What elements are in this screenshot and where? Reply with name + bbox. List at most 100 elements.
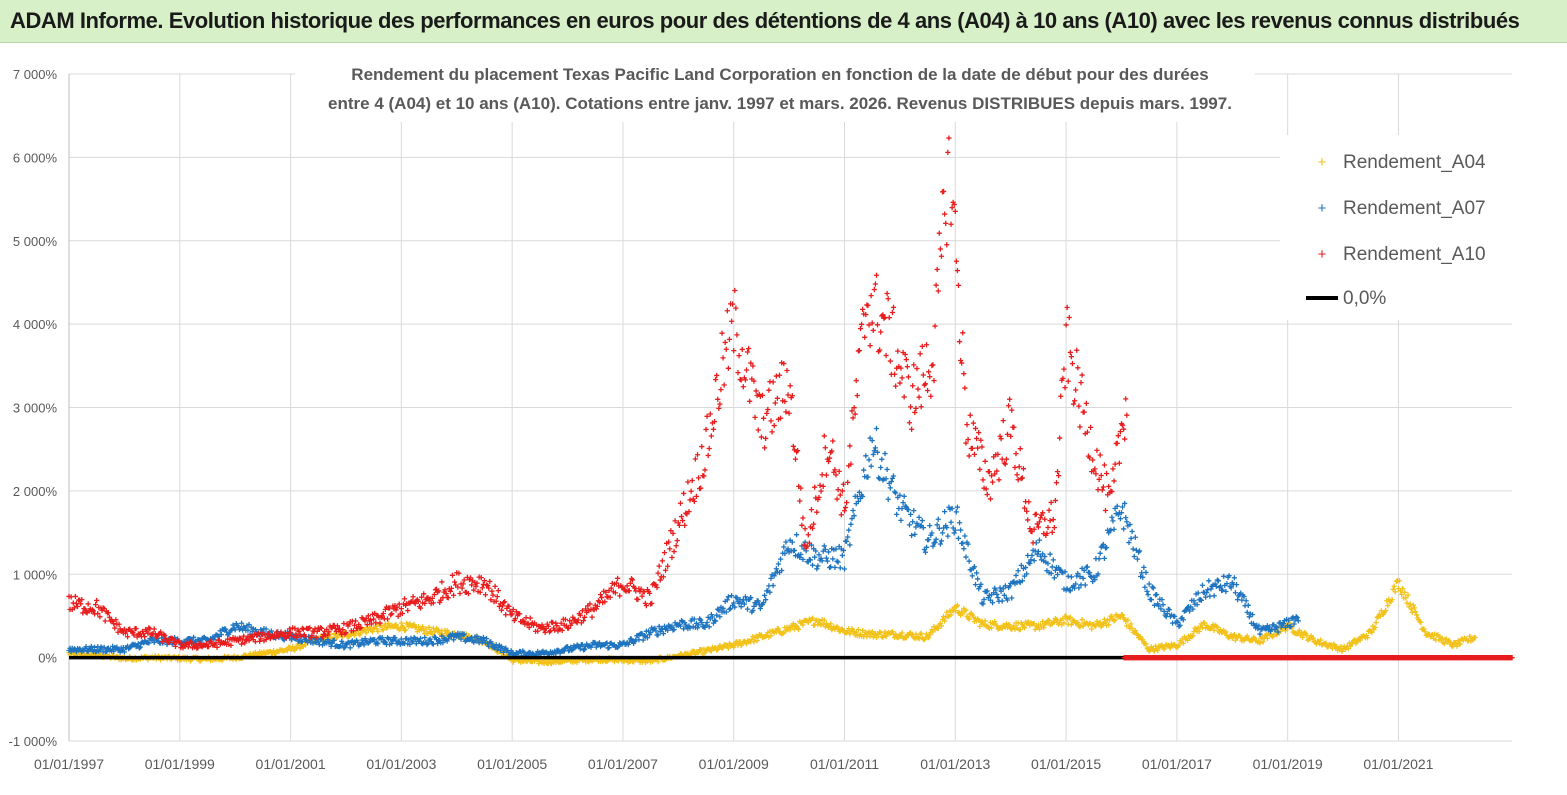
point-a10 [839,488,845,494]
point-a07 [1001,592,1007,598]
point-a10 [719,330,725,336]
point-a07 [1050,557,1056,563]
point-a04 [290,643,296,650]
point-a07 [1143,569,1149,576]
point-a04 [436,627,442,633]
point-a10 [804,543,810,549]
point-a10 [733,305,739,311]
point-a04 [1322,641,1328,647]
point-a10 [850,415,856,421]
point-a10 [71,605,77,611]
point-a10 [962,385,968,391]
point-a04 [883,633,889,640]
point-a04 [695,649,702,655]
point-a07 [777,556,784,562]
point-a10 [393,607,399,613]
point-a04 [1383,607,1389,614]
point-a10 [483,582,490,588]
point-a10 [965,436,971,443]
point-a04 [1089,626,1095,632]
point-a10 [151,626,157,632]
point-a10 [1124,412,1130,418]
point-a10 [94,597,100,604]
point-a10 [976,429,982,436]
series-rendement-a04 [66,578,1478,667]
point-a07 [1109,514,1115,520]
x-tick-label: 01/01/2009 [699,756,769,772]
point-a07 [1136,548,1143,554]
point-a07 [793,532,800,538]
point-a07 [962,533,968,539]
point-a10 [479,585,485,591]
point-a10 [931,378,937,384]
point-a10 [166,639,172,646]
point-a10 [1036,519,1043,525]
point-a10 [689,477,695,484]
point-a07 [953,509,959,515]
point-a10 [620,584,626,590]
point-a10 [686,508,692,515]
point-a07 [984,588,990,594]
point-a07 [1096,556,1102,562]
point-a04 [420,624,426,630]
point-a04 [1389,597,1395,603]
point-a07 [1042,553,1048,560]
point-a04 [1392,589,1398,595]
point-a10 [1056,473,1062,479]
point-a07 [299,638,305,645]
point-a10 [445,595,451,601]
point-a07 [1269,626,1275,632]
point-a07 [899,505,905,512]
point-a07 [1100,541,1106,548]
point-a04 [1439,635,1445,641]
point-a10 [492,583,498,589]
point-a10 [695,475,702,481]
point-a07 [944,524,950,531]
point-a07 [910,519,916,525]
point-a07 [1217,583,1224,589]
point-a07 [121,649,127,655]
point-a10 [1033,511,1039,517]
point-a10 [357,625,363,631]
point-a10 [707,411,713,417]
point-a07 [450,637,457,643]
point-a10 [599,594,605,601]
point-a10 [783,409,789,415]
point-a10 [292,625,298,631]
point-a07 [891,489,898,495]
point-a10 [657,577,663,583]
point-a10 [1112,461,1118,467]
point-a10 [928,393,934,399]
point-a07 [1183,607,1190,613]
point-a10 [675,520,681,526]
point-a10 [535,628,541,634]
point-a10 [910,383,916,389]
point-a10 [960,330,966,336]
point-a07 [875,475,882,481]
point-a07 [1197,596,1203,603]
point-a10 [394,604,400,610]
point-a10 [919,343,925,349]
point-a10 [343,630,349,636]
point-a04 [966,616,972,622]
point-a10 [817,482,823,488]
data-series [66,104,1515,667]
point-a04 [923,631,930,637]
point-a10 [951,201,957,208]
point-a10 [838,512,844,518]
point-a07 [440,639,446,646]
point-a10 [789,393,795,399]
point-a10 [1012,464,1018,471]
point-a04 [780,630,786,637]
point-a07 [980,601,986,607]
point-a04 [1449,643,1455,649]
point-a10 [172,643,179,649]
point-a10 [988,473,995,479]
point-a10 [818,488,824,494]
point-a04 [899,630,905,636]
point-a10 [1009,407,1015,413]
point-a07 [660,630,667,637]
point-a10 [494,593,500,600]
point-a07 [462,638,468,644]
point-a10 [1098,472,1104,479]
